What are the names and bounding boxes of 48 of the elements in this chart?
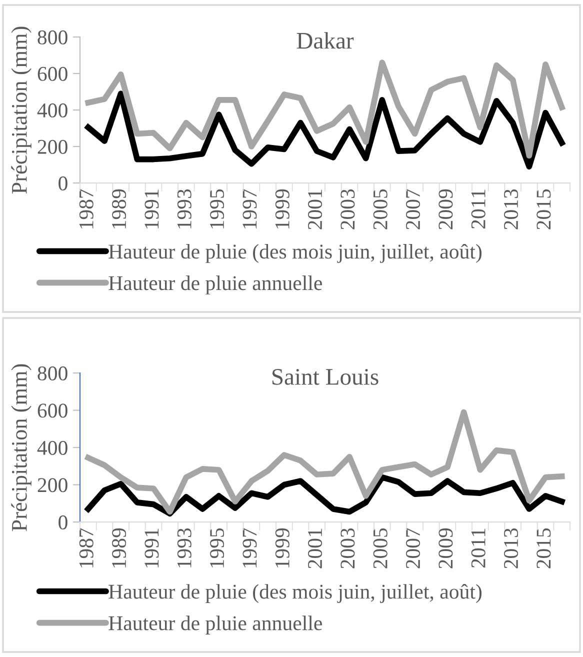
- x-tick-label: 2013: [504, 189, 518, 230]
- x-tick-label: 1991: [144, 528, 159, 568]
- y-tick-label: 200: [38, 140, 68, 154]
- y-axis-title: Précipitation (mm): [11, 26, 32, 194]
- x-tick-label: 2003: [340, 189, 355, 230]
- y-axis-title: Précipitation (mm): [11, 364, 32, 532]
- x-tick-label: 2007: [406, 189, 420, 230]
- x-tick-label: 2005: [373, 528, 388, 568]
- x-tick-label: 2011: [471, 528, 486, 568]
- x-tick-label: 1993: [177, 528, 192, 568]
- y-tick-label: 200: [38, 478, 68, 492]
- x-tick-label: 1989: [112, 189, 126, 228]
- x-tick-label: 1999: [275, 189, 290, 228]
- x-tick-label: 2009: [438, 528, 453, 568]
- x-tick-label: 1995: [210, 528, 224, 568]
- y-tick-label: 0: [58, 515, 68, 530]
- x-tick-label: 1999: [275, 528, 290, 568]
- x-tick-label: 1995: [210, 189, 224, 228]
- x-tick-label: 1997: [242, 528, 257, 568]
- chart-title: Dakar: [296, 32, 354, 49]
- x-tick-label: 1997: [242, 189, 257, 228]
- x-tick-label: 2013: [504, 528, 518, 568]
- x-tick-label: 2001: [308, 528, 322, 568]
- x-tick-label: 2007: [406, 528, 420, 568]
- y-tick-label: 400: [37, 440, 68, 455]
- x-tick-label: 2009: [438, 189, 453, 230]
- x-tick-label: 1991: [144, 190, 159, 228]
- x-tick-label: 1989: [112, 528, 126, 568]
- y-tick-label: 0: [58, 176, 68, 190]
- x-tick-label: 1993: [177, 189, 192, 228]
- y-tick-label: 800: [38, 30, 68, 44]
- x-tick-label: 1987: [79, 528, 94, 568]
- y-tick-label: 600: [38, 66, 68, 81]
- x-tick-label: 2015: [536, 528, 551, 568]
- y-tick-label: 400: [37, 103, 68, 118]
- x-tick-label: 2005: [373, 189, 388, 230]
- x-tick-label: 1987: [79, 189, 94, 228]
- legend-label: Hauteur de pluie annuelle: [108, 616, 322, 635]
- y-tick-label: 800: [38, 366, 68, 380]
- x-tick-label: 2001: [308, 190, 322, 230]
- legend-label: Hauteur de pluie annuelle: [108, 276, 322, 294]
- y-tick-label: 600: [38, 404, 68, 418]
- x-tick-label: 2003: [340, 528, 355, 568]
- legend-label: Hauteur de pluie (des mois juin, juillet, août): [108, 244, 482, 263]
- legend-label: Hauteur de pluie (des mois juin, juillet, août): [108, 584, 482, 603]
- x-tick-label: 2011: [471, 190, 486, 229]
- x-tick-label: 2015: [536, 189, 551, 230]
- chart-title: Saint Louis: [272, 369, 378, 385]
